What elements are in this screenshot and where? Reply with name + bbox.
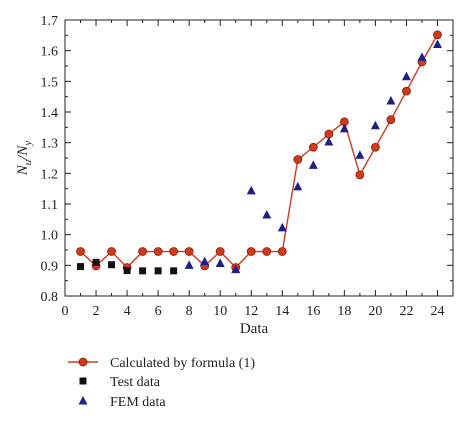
x-tick-label: 12 [244, 304, 258, 319]
data-point [154, 267, 162, 275]
data-point [169, 247, 179, 256]
data-point [277, 222, 287, 232]
series-square [77, 258, 178, 275]
x-tick-label: 2 [93, 304, 100, 319]
legend-label: FEM data [110, 395, 166, 410]
y-tick-label: 1.7 [41, 14, 59, 29]
data-point [246, 185, 256, 195]
data-point [324, 129, 334, 139]
data-point [170, 267, 178, 275]
x-tick-label: 22 [399, 304, 413, 319]
y-tick-label: 1.6 [41, 45, 59, 60]
data-point [215, 258, 225, 267]
y-tick-label: 0.8 [41, 290, 59, 305]
y-tick-label: 1.5 [41, 75, 59, 90]
data-point [355, 170, 365, 180]
series-circle-line [76, 30, 442, 272]
data-point [184, 247, 194, 256]
legend-item: Test data [79, 375, 161, 390]
data-point [246, 247, 256, 256]
legend-label: Test data [110, 375, 161, 390]
data-point [215, 247, 225, 256]
x-axis-label: Data [240, 321, 269, 337]
y-axis-label: Nu/Ny [15, 141, 34, 177]
y-label-sub-y: y [22, 141, 34, 147]
x-tick-label: 24 [430, 304, 444, 319]
legend: Calculated by formula (1) Test data FEM da… [68, 356, 255, 410]
data-point [401, 71, 411, 81]
data-point [433, 30, 442, 40]
data-point [123, 267, 131, 275]
legend-marker [78, 396, 88, 405]
data-point [386, 95, 396, 105]
y-tick-label: 1.0 [41, 229, 59, 244]
x-tick-label: 20 [368, 304, 382, 319]
x-tick-label: 0 [62, 304, 69, 319]
x-tick-label: 16 [306, 304, 320, 319]
data-point [107, 247, 116, 256]
data-point [108, 261, 116, 269]
data-point [200, 256, 210, 266]
data-point [370, 142, 380, 152]
y-tick-label: 1.1 [41, 198, 59, 213]
data-point [432, 39, 442, 49]
data-point [139, 267, 147, 275]
data-point [77, 263, 85, 271]
data-point [417, 52, 427, 61]
data-point [184, 260, 194, 269]
data-point [76, 247, 85, 256]
y-label-n: N [15, 164, 31, 176]
series-line [80, 34, 439, 269]
legend-marker [79, 377, 87, 385]
x-tick-label: 10 [213, 304, 227, 319]
data-point [231, 264, 241, 274]
data-point [262, 247, 272, 256]
y-label-sub-u: u [22, 159, 34, 165]
data-point [308, 160, 318, 169]
y-tick-label: 1.4 [41, 106, 59, 121]
series-triangle [184, 39, 442, 274]
y-tick-label: 0.9 [41, 259, 59, 274]
x-tick-label: 18 [337, 304, 351, 319]
data-point [339, 123, 349, 133]
legend-item: FEM data [78, 395, 166, 410]
data-point [153, 247, 163, 256]
x-tick-label: 14 [275, 304, 289, 319]
data-point [138, 247, 148, 256]
data-point [293, 155, 303, 164]
legend-marker [78, 357, 88, 367]
plot-area [76, 30, 442, 275]
x-tick-label: 6 [155, 304, 162, 319]
legend-label: Calculated by formula (1) [110, 356, 255, 371]
data-point [262, 210, 272, 219]
data-point [308, 142, 318, 152]
data-point [370, 120, 380, 130]
data-point [92, 258, 100, 266]
data-point [402, 86, 411, 96]
plot-frame [64, 19, 454, 297]
legend-item: Calculated by formula (1) [68, 356, 255, 371]
data-point [386, 115, 396, 125]
data-point [324, 137, 334, 146]
data-point [277, 247, 287, 256]
data-point [355, 150, 365, 159]
data-point [293, 181, 303, 191]
axes: 0 2 4 6 8 10 12 14 16 18 20 22 240.80.91.01.11.21.31… [15, 14, 454, 337]
y-tick-label: 1.3 [41, 137, 59, 152]
x-tick-label: 8 [186, 304, 193, 319]
x-tick-label: 4 [124, 304, 131, 319]
y-label-slash-n: /N [15, 145, 31, 161]
y-tick-label: 1.2 [41, 167, 59, 182]
